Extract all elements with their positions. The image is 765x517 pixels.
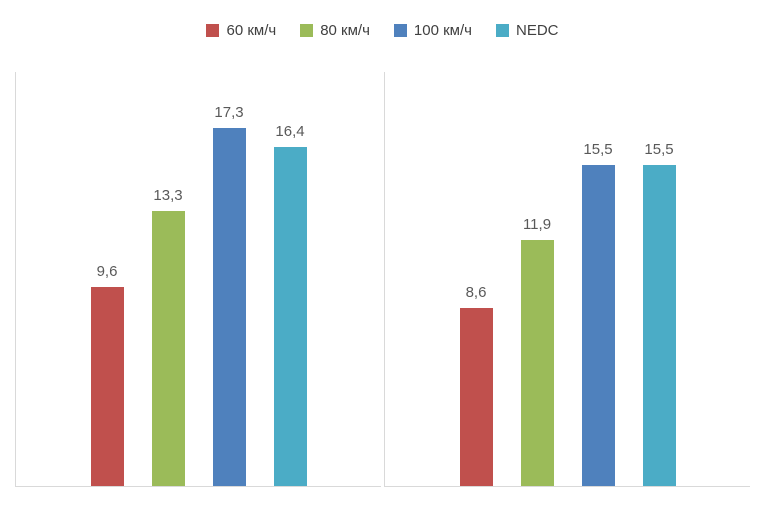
- bar-value-label: 11,9: [522, 215, 552, 233]
- bar-group-right-100kmh: 15,5: [581, 72, 615, 486]
- legend-label-60kmh: 60 км/ч: [226, 22, 277, 39]
- bar-right-nedc: [642, 165, 676, 486]
- legend-item-100kmh: 100 км/ч: [393, 22, 472, 39]
- legend-swatch-nedc-icon: [495, 24, 509, 37]
- bar-value-label: 17,3: [214, 103, 244, 121]
- chart-panels: 9,6 13,3 17,3 16,4 8,6 11,9: [15, 72, 750, 487]
- legend-item-80kmh: 80 км/ч: [300, 22, 370, 39]
- bar-left-60kmh: [90, 287, 124, 486]
- legend-swatch-80kmh-icon: [300, 24, 314, 37]
- bar-value-label: 15,5: [644, 141, 674, 159]
- legend-swatch-60kmh-icon: [206, 24, 220, 37]
- bar-group-right-nedc: 15,5: [642, 72, 676, 486]
- chart-legend: 60 км/ч 80 км/ч 100 км/ч NEDC: [0, 22, 765, 39]
- bar-value-label: 16,4: [275, 122, 305, 140]
- bar-group-left-80kmh: 13,3: [151, 72, 185, 486]
- bar-right-100kmh: [581, 165, 615, 486]
- bar-left-100kmh: [212, 127, 246, 486]
- bar-group-right-80kmh: 11,9: [520, 72, 554, 486]
- bar-value-label: 15,5: [583, 141, 613, 159]
- bar-group-left-60kmh: 9,6: [90, 72, 124, 486]
- bar-group-left-100kmh: 17,3: [212, 72, 246, 486]
- bar-value-label: 9,6: [96, 263, 118, 281]
- legend-swatch-100kmh-icon: [393, 24, 407, 37]
- bar-value-label: 8,6: [465, 283, 487, 301]
- legend-label-80kmh: 80 км/ч: [320, 22, 370, 39]
- bar-right-60kmh: [459, 307, 493, 486]
- bar-value-label: 13,3: [153, 186, 183, 204]
- legend-item-nedc: NEDC: [495, 22, 559, 39]
- bar-group-left-nedc: 16,4: [273, 72, 307, 486]
- legend-label-nedc: NEDC: [515, 22, 559, 39]
- legend-item-60kmh: 60 км/ч: [206, 22, 276, 39]
- bar-left-80kmh: [151, 210, 185, 486]
- bar-right-80kmh: [520, 239, 554, 486]
- chart-panel-left: 9,6 13,3 17,3 16,4: [15, 72, 381, 487]
- bar-left-nedc: [273, 146, 307, 486]
- legend-label-100kmh: 100 км/ч: [413, 22, 472, 39]
- bar-group-right-60kmh: 8,6: [459, 72, 493, 486]
- chart-panel-right: 8,6 11,9 15,5 15,5: [384, 72, 750, 487]
